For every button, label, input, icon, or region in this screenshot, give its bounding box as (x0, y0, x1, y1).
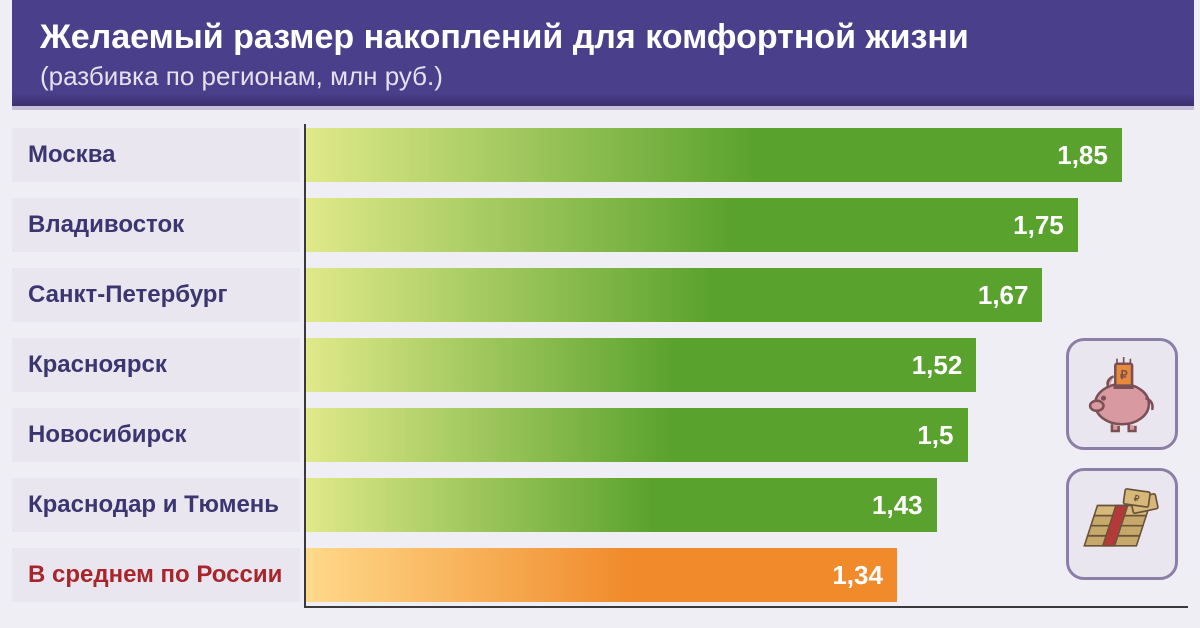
bar-value: 1,85 (1057, 140, 1108, 171)
label-row: Санкт-Петербург (12, 268, 300, 322)
chart-header: Желаемый размер накоплений для комфортно… (12, 0, 1194, 110)
piggy-bank-icon: ₽ (1066, 338, 1178, 450)
chart-icon-stack: ₽ (1066, 338, 1178, 580)
bar-row: 1,52 (306, 338, 1188, 392)
bar: 1,52 (306, 338, 976, 392)
bar-value: 1,5 (917, 420, 953, 451)
label-row: Москва (12, 128, 300, 182)
bar: 1,85 (306, 128, 1122, 182)
bar: 1,43 (306, 478, 937, 532)
chart-labels: Москва Владивосток Санкт-Петербург Краснояр… (12, 124, 300, 608)
label-row: Красноярск (12, 338, 300, 392)
svg-text:₽: ₽ (1120, 369, 1128, 382)
bar-value: 1,67 (978, 280, 1029, 311)
bar-row: 1,67 (306, 268, 1188, 322)
label-row: Новосибирск (12, 408, 300, 462)
chart-plot-area: 1,85 1,75 1,67 1,52 1,5 1,43 1,34 ₽ (304, 124, 1188, 608)
bar-row: 1,34 (306, 548, 1188, 602)
label-row: Краснодар и Тюмень (12, 478, 300, 532)
bar: 1,5 (306, 408, 968, 462)
chart-body: Москва Владивосток Санкт-Петербург Краснояр… (12, 110, 1194, 608)
bar: 1,67 (306, 268, 1042, 322)
bar-row: 1,85 (306, 128, 1188, 182)
bar-value: 1,52 (912, 350, 963, 381)
label-row: Владивосток (12, 198, 300, 252)
bar-value: 1,75 (1013, 210, 1064, 241)
bar-row: 1,5 (306, 408, 1188, 462)
bar-row: 1,75 (306, 198, 1188, 252)
bar-value: 1,43 (872, 490, 923, 521)
chart-frame: Желаемый размер накоплений для комфортно… (0, 0, 1200, 628)
bar: 1,34 (306, 548, 897, 602)
cash-stack-icon: ₽ ₽ (1066, 468, 1178, 580)
bar-row: 1,43 (306, 478, 1188, 532)
label-row: В среднем по России (12, 548, 300, 602)
bar-value: 1,34 (832, 560, 883, 591)
chart-title: Желаемый размер накоплений для комфортно… (40, 18, 1166, 57)
bar: 1,75 (306, 198, 1078, 252)
chart-subtitle: (разбивка по регионам, млн руб.) (40, 61, 1166, 92)
chart-bars: 1,85 1,75 1,67 1,52 1,5 1,43 1,34 (304, 124, 1188, 608)
